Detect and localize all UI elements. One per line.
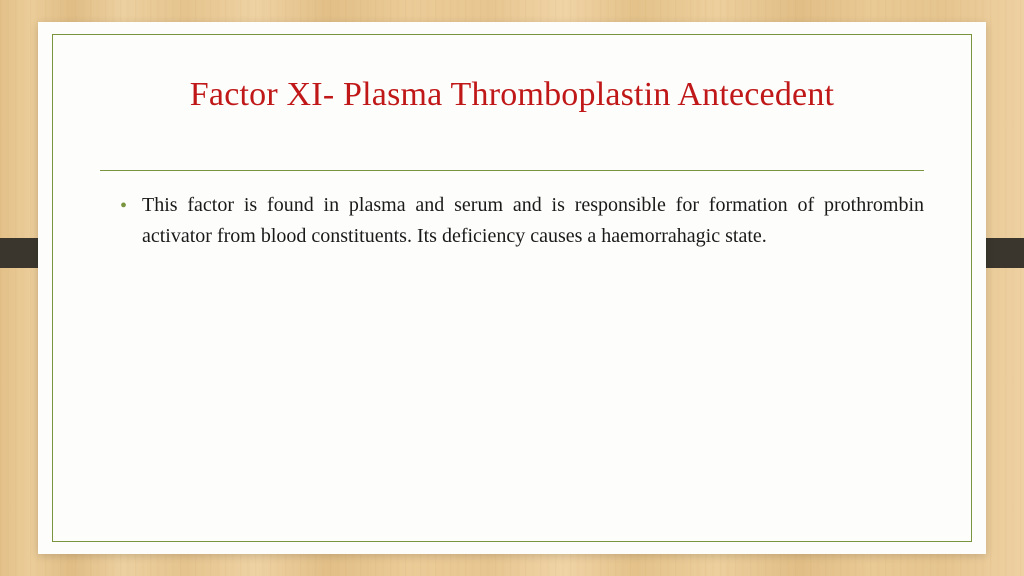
left-accent-bar	[0, 238, 38, 268]
slide-paper: Factor XI- Plasma Thromboplastin Anteced…	[38, 22, 986, 554]
slide-title: Factor XI- Plasma Thromboplastin Anteced…	[38, 76, 986, 114]
slide-content: This factor is found in plasma and serum…	[122, 190, 924, 252]
right-accent-bar	[986, 238, 1024, 268]
bullet-item: This factor is found in plasma and serum…	[122, 190, 924, 252]
title-divider	[100, 170, 924, 171]
